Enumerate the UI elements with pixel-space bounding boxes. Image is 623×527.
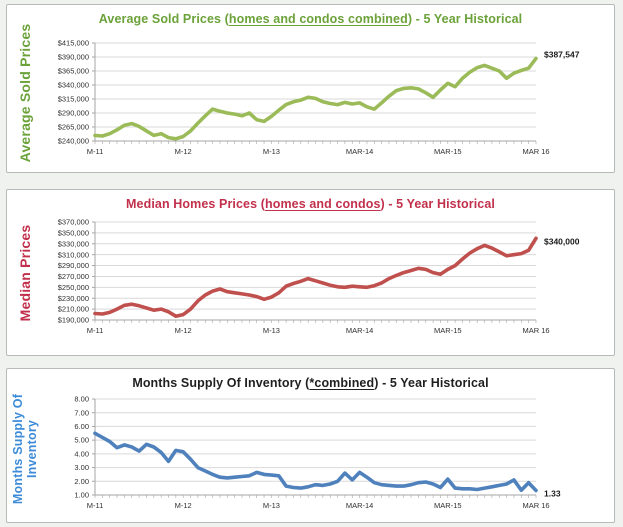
title-suffix: ) - 5 Year Historical — [407, 12, 523, 26]
median-prices-line-chart: $370,000$350,000 $330,000 $310,000 $290,000… — [58, 218, 580, 335]
title-suffix: ) - 5 Year Historical — [374, 376, 489, 390]
y-tick-label: $290,000 — [58, 109, 89, 118]
x-tick-label: MAR 16 — [522, 147, 549, 156]
average-sold-prices-line-chart: $415,000 $390,000 $365,000 $340,000 $315,000… — [58, 39, 580, 156]
x-tick-label: MAR-15 — [434, 147, 462, 156]
y-tick-label: $415,000 — [58, 39, 89, 48]
y-tick-label: 1.00 — [74, 491, 89, 500]
y-tick-label: $290,000 — [58, 261, 89, 270]
title-underlined: homes and condos — [265, 197, 381, 211]
average-sold-prices-y-axis-label: Average Sold Prices — [17, 23, 33, 163]
data-series-line — [93, 236, 538, 318]
x-tick-label: M-11 — [87, 501, 104, 510]
average-sold-prices-panel: Average Sold Prices (homes and condos co… — [6, 4, 615, 173]
y-tick-label: $230,000 — [58, 294, 89, 303]
title-underlined: homes and condos combined — [228, 12, 408, 26]
y-tick-label: 5.00 — [74, 436, 89, 445]
average-sold-prices-title: Average Sold Prices (homes and condos co… — [7, 12, 614, 26]
y-tick-label: $315,000 — [58, 95, 89, 104]
months-supply-title: Months Supply Of Inventory (*combined) -… — [7, 376, 614, 390]
x-tick-label: MAR-15 — [434, 501, 462, 510]
x-tick-label: M-12 — [175, 147, 192, 156]
x-tick-label: M-11 — [87, 326, 104, 335]
y-tick-label: $350,000 — [58, 228, 89, 237]
y-tick-label: $190,000 — [58, 316, 89, 325]
y-tick-label: $210,000 — [58, 305, 89, 314]
y-tick-label: 4.00 — [74, 449, 89, 458]
y-tick-label: $340,000 — [58, 81, 89, 90]
title-prefix: Months Supply Of Inventory ( — [132, 376, 310, 390]
y-tick-label: $240,000 — [58, 137, 89, 146]
last-value-label: $387,547 — [544, 49, 580, 59]
y-tick-label: $330,000 — [58, 239, 89, 248]
x-tick-label: MAR-14 — [346, 147, 374, 156]
y-tick-label: 2.00 — [74, 477, 89, 486]
median-prices-y-axis-label: Median Prices — [17, 224, 33, 322]
median-prices-title: Median Homes Prices (homes and condos) -… — [7, 197, 614, 211]
y-tick-label: $310,000 — [58, 250, 89, 259]
last-value-label: 1.33 — [544, 488, 561, 498]
data-series-line — [93, 431, 538, 493]
x-tick-label: MAR-15 — [434, 326, 462, 335]
months-supply-y-axis-label: Months Supply Of Inventory — [11, 393, 39, 505]
x-tick-label: MAR 16 — [522, 501, 549, 510]
y-tick-label: $365,000 — [58, 67, 89, 76]
y-tick-label: $265,000 — [58, 123, 89, 132]
y-tick-label: 6.00 — [74, 422, 89, 431]
y-tick-label: $390,000 — [58, 53, 89, 62]
last-value-label: $340,000 — [544, 236, 580, 246]
title-prefix: Average Sold Prices ( — [98, 12, 229, 26]
x-tick-label: M-13 — [263, 326, 280, 335]
data-series-line — [93, 56, 538, 141]
y-tick-label: 8.00 — [74, 395, 89, 404]
y-tick-label: $270,000 — [58, 272, 89, 281]
x-tick-label: M-13 — [263, 501, 280, 510]
x-tick-label: MAR-14 — [346, 326, 374, 335]
x-tick-label: MAR-14 — [346, 501, 374, 510]
y-tick-label: 3.00 — [74, 463, 89, 472]
x-tick-label: M-12 — [175, 326, 192, 335]
title-prefix: Median Homes Prices ( — [126, 197, 265, 211]
months-supply-line-chart: 8.00 7.00 6.00 5.00 4.00 3.00 2.00 1.00M-11 M-12… — [74, 395, 561, 510]
y-tick-label: $250,000 — [58, 283, 89, 292]
title-underlined: *combined — [309, 376, 375, 390]
x-tick-label: M-11 — [87, 147, 104, 156]
x-tick-label: M-12 — [175, 501, 192, 510]
median-prices-panel: Median Homes Prices (homes and condos) -… — [6, 189, 615, 356]
title-suffix: ) - 5 Year Historical — [380, 197, 495, 211]
x-tick-label: MAR 16 — [522, 326, 549, 335]
y-tick-label: $370,000 — [58, 218, 89, 227]
months-supply-panel: Months Supply Of Inventory (*combined) -… — [6, 368, 615, 523]
y-tick-label: 7.00 — [74, 408, 89, 417]
x-tick-label: M-13 — [263, 147, 280, 156]
